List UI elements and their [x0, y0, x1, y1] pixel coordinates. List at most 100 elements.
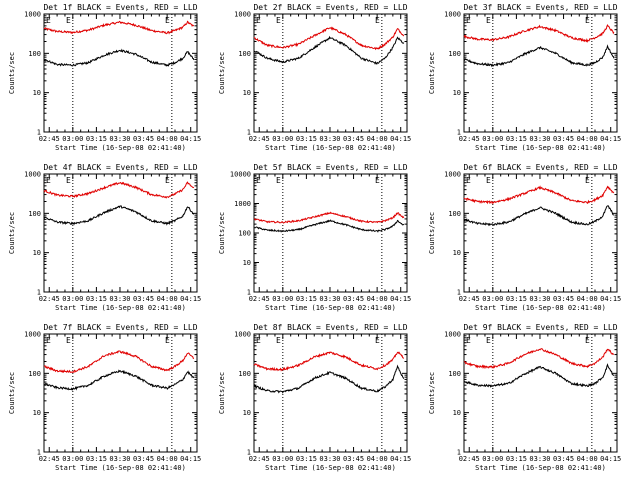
marker-label: E: [46, 176, 51, 185]
y-axis-label: Counts/sec: [218, 52, 226, 94]
y-tick-label: 1000: [234, 331, 251, 339]
y-tick-label: 100: [238, 230, 251, 238]
marker-label: E: [375, 16, 380, 25]
x-tick-label: 02:45: [459, 455, 480, 463]
panel-det-1: Det 1f BLACK = Events, RED = LLD 1 10 100 10…: [8, 3, 201, 152]
plot-frame: [253, 333, 408, 453]
series-events-line: [43, 48, 195, 67]
x-tick-label: 04:00: [367, 455, 388, 463]
marker-label: E: [466, 336, 471, 345]
series-lld-line: [253, 211, 405, 224]
x-axis-label: Start Time (16-Sep-08 02:41:40): [55, 304, 186, 312]
x-tick-label: 04:15: [180, 135, 201, 143]
panel-det-9: Det 9f BLACK = Events, RED = LLD 1 10 100 10…: [428, 323, 621, 472]
x-tick-label: 04:00: [577, 455, 598, 463]
series-events-line: [253, 364, 405, 394]
y-tick-label: 100: [28, 210, 41, 218]
x-tick-label: 04:00: [367, 295, 388, 303]
plot-frame: [463, 13, 618, 133]
x-tick-label: 02:45: [39, 135, 60, 143]
y-tick-label: 100: [448, 370, 461, 378]
y-tick-label: 10: [243, 259, 251, 267]
x-tick-label: 03:15: [86, 455, 107, 463]
marker-label: E: [276, 336, 281, 345]
y-tick-label: 1000: [444, 171, 461, 179]
series-events-line: [463, 205, 614, 227]
x-tick-label: 03:45: [133, 135, 154, 143]
x-tick-label: 04:00: [157, 295, 178, 303]
x-tick-label: 03:15: [506, 135, 527, 143]
series-lld-line: [253, 351, 405, 372]
marker-label: E: [585, 16, 590, 25]
x-tick-label: 03:30: [109, 295, 130, 303]
x-axis-label: Start Time (16-Sep-08 02:41:40): [265, 304, 396, 312]
plot-frame: [43, 173, 198, 293]
x-tick-label: 02:45: [39, 455, 60, 463]
panel-title: Det 1f BLACK = Events, RED = LLD: [43, 3, 197, 12]
x-tick-label: 03:15: [296, 295, 317, 303]
marker-label: E: [375, 336, 380, 345]
x-tick-label: 03:45: [343, 455, 364, 463]
y-tick-label: 100: [448, 210, 461, 218]
series-lld-line: [43, 181, 195, 199]
x-tick-label: 03:15: [506, 455, 527, 463]
x-tick-label: 03:15: [506, 295, 527, 303]
x-axis-label: Start Time (16-Sep-08 02:41:40): [265, 464, 396, 472]
y-tick-label: 10: [33, 89, 41, 97]
marker-label: E: [585, 336, 590, 345]
y-tick-label: 10: [453, 249, 461, 257]
x-axis-label: Start Time (16-Sep-08 02:41:40): [475, 464, 606, 472]
x-tick-label: 03:45: [343, 295, 364, 303]
y-tick-label: 1: [457, 289, 461, 297]
panel-title: Det 2f BLACK = Events, RED = LLD: [253, 3, 407, 12]
y-tick-label: 10: [33, 249, 41, 257]
x-tick-label: 03:15: [86, 295, 107, 303]
marker-label: E: [585, 176, 590, 185]
y-tick-label: 1: [247, 449, 251, 457]
x-tick-label: 03:45: [343, 135, 364, 143]
x-tick-label: 04:15: [390, 135, 411, 143]
y-axis-label: Counts/sec: [218, 212, 226, 254]
marker-label: E: [46, 336, 51, 345]
x-tick-label: 03:30: [529, 295, 550, 303]
x-tick-label: 03:15: [86, 135, 107, 143]
x-tick-label: 03:45: [553, 295, 574, 303]
marker-label: E: [256, 176, 261, 185]
series-lld-line: [463, 185, 615, 205]
plot-frame: [463, 173, 618, 293]
series-events-line: [463, 363, 615, 388]
x-tick-label: 03:30: [109, 455, 130, 463]
plot-frame: [43, 333, 198, 453]
panel-title: Det 4f BLACK = Events, RED = LLD: [43, 163, 197, 172]
y-axis-label: Counts/sec: [428, 372, 436, 414]
marker-label: E: [165, 16, 170, 25]
x-tick-label: 03:30: [319, 295, 340, 303]
x-tick-label: 02:45: [459, 295, 480, 303]
x-tick-label: 03:00: [482, 295, 503, 303]
plot-frame: [43, 13, 198, 133]
y-tick-label: 1000: [24, 11, 41, 19]
series-events-line: [253, 219, 405, 233]
y-tick-label: 1: [37, 449, 41, 457]
x-tick-label: 03:00: [62, 455, 83, 463]
y-tick-label: 1: [37, 289, 41, 297]
x-tick-label: 02:45: [249, 295, 270, 303]
panel-title: Det 5f BLACK = Events, RED = LLD: [253, 163, 407, 172]
y-tick-label: 100: [28, 370, 41, 378]
y-tick-label: 1: [457, 449, 461, 457]
y-axis-label: Counts/sec: [218, 372, 226, 414]
x-tick-label: 04:00: [157, 455, 178, 463]
y-axis-label: Counts/sec: [8, 52, 16, 94]
y-tick-label: 1: [247, 289, 251, 297]
x-tick-label: 02:45: [249, 135, 270, 143]
x-tick-label: 03:15: [296, 135, 317, 143]
y-tick-label: 1: [247, 129, 251, 137]
plot-frame: [463, 333, 618, 453]
panel-det-4: Det 4f BLACK = Events, RED = LLD 1 10 100 10…: [8, 163, 201, 312]
marker-label: E: [256, 336, 261, 345]
marker-label: E: [486, 336, 491, 345]
x-tick-label: 02:45: [39, 295, 60, 303]
panel-det-5: Det 5f BLACK = Events, RED = LLD 1 10 100 10…: [218, 163, 411, 312]
panel-det-2: Det 2f BLACK = Events, RED = LLD 1 10 100 10…: [218, 3, 411, 152]
y-tick-label: 10: [453, 409, 461, 417]
